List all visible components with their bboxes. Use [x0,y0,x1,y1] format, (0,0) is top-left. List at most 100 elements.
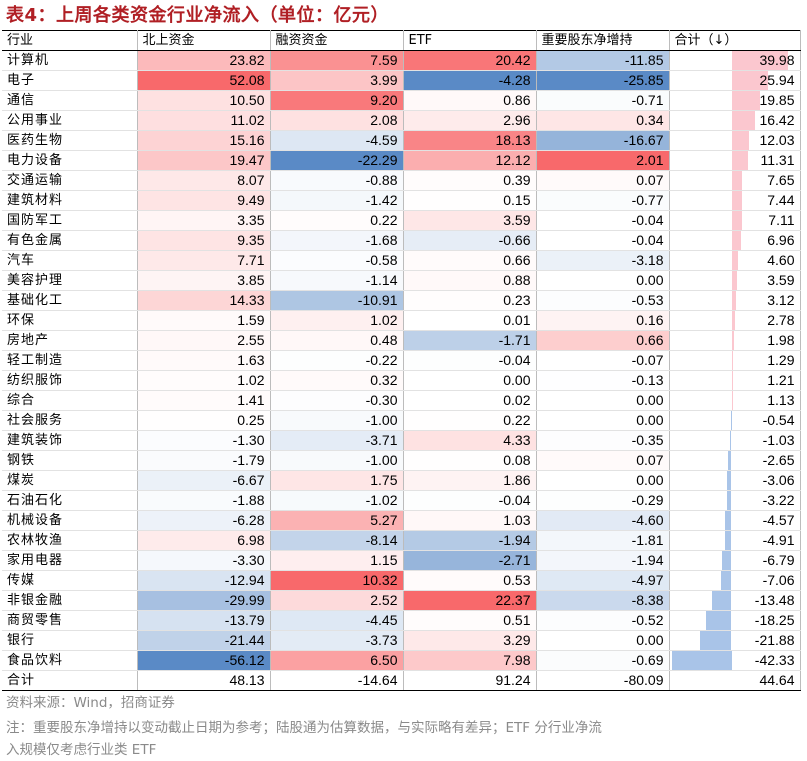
industry-cell: 煤炭 [2,470,138,491]
shareholder-cell: -0.52 [536,610,670,631]
northbound-cell: 14.33 [137,290,271,311]
total-data-bar [731,191,743,210]
northbound-cell: 3.35 [137,210,271,231]
total-cell: -2.65 [669,450,801,471]
shareholder-cell: 2.01 [536,150,670,171]
total-value: 7.65 [767,172,795,188]
industry-cell: 电子 [2,70,138,91]
industry-cell: 商贸零售 [2,610,138,631]
total-data-bar [731,371,734,390]
total-row-margin-cell: -14.64 [270,670,404,691]
shareholder-cell: -0.07 [536,350,670,371]
table-row: 建筑装饰 -1.30 -3.71 4.33 -0.35 -1.03 [2,430,801,451]
industry-cell: 公用事业 [2,110,138,131]
etf-cell: -1.94 [403,530,537,551]
shareholder-cell: -1.81 [536,530,670,551]
industry-cell: 综合 [2,390,138,411]
total-cell: 1.21 [669,370,801,391]
total-data-bar [727,451,732,470]
margin-cell: -1.00 [270,450,404,471]
industry-cell: 社会服务 [2,410,138,431]
etf-cell: 0.22 [403,410,537,431]
industry-cell: 环保 [2,310,138,331]
industry-cell: 电力设备 [2,150,138,171]
table-row: 医药生物 15.16 -4.59 18.13 -16.67 12.03 [2,130,801,151]
industry-cell: 钢铁 [2,450,138,471]
table-row: 基础化工 14.33 -10.91 0.23 -0.53 3.12 [2,290,801,311]
total-data-bar [721,571,732,590]
total-cell: 12.03 [669,130,801,151]
footnote-line-2: 入规模仅考虑行业类 ETF [6,742,157,758]
table-row: 有色金属 9.35 -1.68 -0.66 -0.04 6.96 [2,230,801,251]
total-row-northbound-cell: 48.13 [137,670,271,691]
etf-cell: 3.29 [403,630,537,651]
margin-cell: -1.14 [270,270,404,291]
total-cell: 3.59 [669,270,801,291]
margin-cell: 9.20 [270,90,404,111]
table-row: 非银金融 -29.99 2.52 22.37 -8.38 -13.48 [2,590,801,611]
margin-cell: 1.75 [270,470,404,491]
shareholder-cell: -16.67 [536,130,670,151]
table-row: 社会服务 0.25 -1.00 0.22 0.00 -0.54 [2,410,801,431]
etf-cell: 22.37 [403,590,537,611]
table-row: 通信 10.50 9.20 0.86 -0.71 19.85 [2,90,801,111]
table-row: 房地产 2.55 0.48 -1.71 0.66 1.98 [2,330,801,351]
total-data-bar [731,271,737,290]
table-row: 轻工制造 1.63 -0.22 -0.04 -0.07 1.29 [2,350,801,371]
total-data-bar [724,531,732,550]
header-total-sort[interactable]: 合计（↓） [669,30,801,51]
total-cell: -7.06 [669,570,801,591]
total-cell: 19.85 [669,90,801,111]
northbound-cell: 11.02 [137,110,271,131]
total-data-bar [731,171,743,190]
margin-cell: -0.30 [270,390,404,411]
total-cell: 16.42 [669,110,801,131]
header-etf: ETF [403,30,537,51]
total-cell: 7.65 [669,170,801,191]
table-row: 综合 1.41 -0.30 0.02 0.00 1.13 [2,390,801,411]
northbound-cell: 6.98 [137,530,271,551]
northbound-cell: 0.25 [137,410,271,431]
margin-cell: -4.45 [270,610,404,631]
margin-cell: -0.58 [270,250,404,271]
northbound-cell: 3.85 [137,270,271,291]
shareholder-cell: -4.60 [536,510,670,531]
table-row: 汽车 7.71 -0.58 0.66 -3.18 4.60 [2,250,801,271]
total-data-bar [731,131,749,150]
etf-cell: 3.59 [403,210,537,231]
total-data-bar [731,151,748,170]
shareholder-cell: -0.77 [536,190,670,211]
etf-cell: 18.13 [403,130,537,151]
total-value: 1.29 [767,352,795,368]
etf-cell: 0.01 [403,310,537,331]
total-value: 7.11 [768,212,795,228]
shareholder-cell: 0.00 [536,270,670,291]
industry-cell: 农林牧渔 [2,530,138,551]
total-cell: 1.98 [669,330,801,351]
total-data-bar [731,311,736,330]
etf-cell: -4.28 [403,70,537,91]
total-cell: 39.98 [669,50,801,71]
margin-cell: -1.42 [270,190,404,211]
total-value: -42.33 [754,652,795,668]
northbound-cell: -21.44 [137,630,271,651]
etf-cell: -0.04 [403,490,537,511]
margin-cell: 0.48 [270,330,404,351]
total-cell: 25.94 [669,70,801,91]
shareholder-cell: -8.38 [536,590,670,611]
table-row: 国防军工 3.35 0.22 3.59 -0.04 7.11 [2,210,801,231]
total-value: -18.25 [754,612,795,628]
total-data-bar [721,551,732,570]
total-cell: 7.11 [669,210,801,231]
northbound-cell: -13.79 [137,610,271,631]
header-industry: 行业 [2,30,138,51]
total-cell: 3.12 [669,290,801,311]
total-data-bar [731,91,760,110]
total-data-bar [731,291,736,310]
northbound-cell: -1.88 [137,490,271,511]
total-data-bar [730,411,732,430]
header-northbound: 北上资金 [137,30,271,51]
etf-cell: 1.03 [403,510,537,531]
table-row: 纺织服饰 1.02 0.32 0.00 -0.13 1.21 [2,370,801,391]
shareholder-cell: 0.16 [536,310,670,331]
